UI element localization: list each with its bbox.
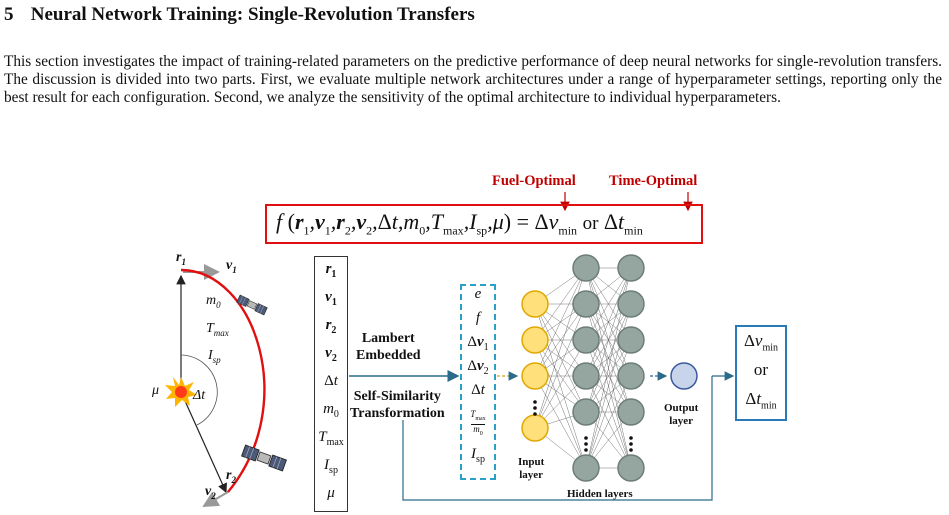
network-nodes	[521, 254, 698, 482]
output-node	[670, 362, 698, 390]
hidden-node	[572, 398, 600, 426]
section-number: 5	[4, 4, 14, 25]
mapping-equation: f (r1,v1,r2,v2,Δt,m0,Tmax,Isp,μ) = Δvmin…	[276, 209, 643, 238]
section-heading: 5 Neural Network Training: Single-Revolu…	[4, 4, 475, 26]
hidden-node	[617, 362, 645, 390]
self-similarity-label: Self-Similarity Transformation	[350, 389, 445, 421]
section-title: Neural Network Training: Single-Revoluti…	[30, 4, 475, 25]
time-optimal-label: Time-Optimal	[609, 173, 698, 189]
network-figure: Fuel-Optimal Time-Optimal f (r1,v1,r2,v2…	[0, 170, 949, 515]
input-parameter-column: r1 v1 r2 v2 Δt m0 Tmax Isp μ	[314, 256, 348, 512]
tmax-label: Tmax	[206, 321, 229, 338]
isp-label: Isp	[208, 348, 221, 365]
r2-vector	[180, 391, 227, 494]
mu-label: μ	[152, 383, 160, 398]
hidden-node	[572, 454, 600, 482]
hidden-node	[572, 254, 600, 282]
input-node	[521, 362, 549, 390]
intro-paragraph: This section investigates the impact of …	[4, 53, 942, 106]
orbit-diagram	[165, 264, 287, 508]
spacecraft-icon	[241, 444, 287, 472]
m0-label: m0	[206, 293, 221, 310]
ellipsis-dots	[533, 400, 633, 452]
v2-vector	[202, 491, 229, 508]
hidden-node	[617, 454, 645, 482]
lambert-embedded-label: Lambert Embedded	[356, 331, 421, 363]
r2-label: r2	[226, 468, 236, 485]
dt-label: Δt	[193, 388, 206, 403]
feedback-line	[402, 376, 713, 501]
hidden-layers-label: Hidden layers	[567, 488, 633, 500]
input-node	[521, 326, 549, 354]
hidden-node	[572, 326, 600, 354]
hidden-node	[617, 254, 645, 282]
hidden-node	[617, 326, 645, 354]
output-box: Δvmin or Δtmin	[735, 325, 787, 421]
equation-box	[265, 204, 703, 244]
output-layer-label: Output layer	[664, 402, 699, 427]
input-node	[521, 290, 549, 318]
v1-label: v1	[226, 258, 237, 275]
sun-icon	[165, 377, 197, 407]
hidden-node	[617, 290, 645, 318]
input-node	[521, 414, 549, 442]
transfer-angle-arc	[180, 354, 218, 426]
r1-label: r1	[176, 250, 186, 267]
hidden-node	[572, 290, 600, 318]
figure-graphics	[165, 192, 735, 508]
fuel-optimal-label: Fuel-Optimal	[492, 173, 576, 189]
v2-label: v2	[205, 484, 216, 501]
input-layer-label: Input layer	[518, 456, 545, 481]
spacecraft-icon	[236, 294, 268, 316]
feature-column: e f Δv1 Δv2 Δt Tmax m0 Isp	[460, 284, 496, 480]
hidden-node	[617, 398, 645, 426]
hidden-node	[572, 362, 600, 390]
